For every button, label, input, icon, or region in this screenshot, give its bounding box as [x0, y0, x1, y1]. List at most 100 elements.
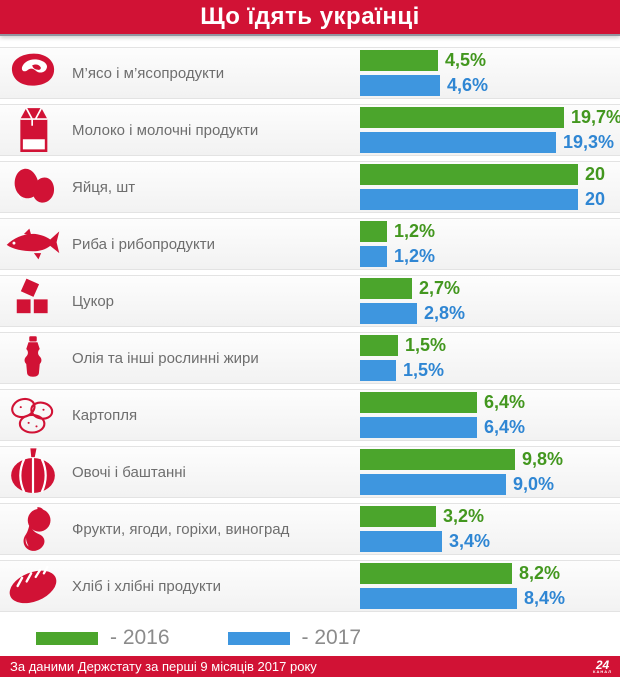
- bar-line: 4,6%: [360, 75, 620, 96]
- bar-line: 4,5%: [360, 50, 620, 71]
- bar-2016: [360, 563, 512, 584]
- bar-2017: [360, 75, 440, 96]
- meat-icon: [0, 46, 66, 100]
- legend-swatch-2016: [36, 631, 98, 645]
- value-2017: 20: [585, 189, 606, 209]
- bar-line: 9,0%: [360, 474, 620, 495]
- category-label: Хліб і хлібні продукти: [72, 577, 222, 595]
- bar-group: 1,2% 1,2%: [360, 221, 620, 267]
- food-row: Овочі і баштанні 9,8% 9,0%: [0, 446, 620, 498]
- bar-2017: [360, 360, 396, 381]
- legend-label-2016: - 2016: [110, 626, 170, 649]
- legend-swatch-2017: [227, 631, 290, 645]
- bar-2017: [360, 189, 578, 210]
- food-row: Хліб і хлібні продукти 8,2% 8,4%: [0, 560, 620, 612]
- bar-group: 2,7% 2,8%: [360, 278, 620, 324]
- bar-2016: [360, 392, 477, 413]
- value-2017: 6,4%: [484, 417, 526, 437]
- bar-2016: [360, 164, 578, 185]
- bar-2016: [360, 221, 387, 242]
- food-row: Картопля 6,4% 6,4%: [0, 389, 620, 441]
- legend-item-2016: - 2016: [36, 626, 170, 650]
- bar-line: 2,7%: [360, 278, 620, 299]
- value-2016: 3,2%: [443, 506, 485, 526]
- food-row: Яйця, шт 20 20: [0, 161, 620, 213]
- category-label: Картопля: [72, 406, 138, 424]
- food-row: Цукор 2,7% 2,8%: [0, 275, 620, 327]
- potato-icon: [0, 387, 66, 443]
- bar-group: 3,2% 3,4%: [360, 506, 620, 552]
- value-2017: 4,6%: [447, 75, 489, 95]
- channel-24-logo-number: 24: [595, 657, 610, 672]
- bar-group: 1,5% 1,5%: [360, 335, 620, 381]
- category-label: Яйця, шт: [72, 178, 136, 196]
- bar-2017: [360, 246, 387, 267]
- bar-line: 20: [360, 164, 620, 185]
- bar-line: 19,3%: [360, 132, 620, 153]
- category-label: Овочі і баштанні: [72, 463, 186, 481]
- milk-icon: [0, 102, 66, 158]
- category-label: М’ясо і м’ясопродукти: [72, 64, 225, 82]
- value-2017: 3,4%: [449, 531, 491, 551]
- legend-item-2017: - 2017: [227, 626, 362, 650]
- bar-2017: [360, 588, 517, 609]
- bar-group: 4,5% 4,6%: [360, 50, 620, 96]
- bar-line: 19,7%: [360, 107, 620, 128]
- bar-group: 20 20: [360, 164, 620, 210]
- bar-line: 3,2%: [360, 506, 620, 527]
- bar-2016: [360, 107, 564, 128]
- bar-line: 6,4%: [360, 417, 620, 438]
- value-2016: 2,7%: [419, 278, 461, 298]
- bar-2017: [360, 417, 477, 438]
- bar-group: 9,8% 9,0%: [360, 449, 620, 495]
- bar-line: 8,4%: [360, 588, 620, 609]
- channel-24-logo: 24 КАНАЛ: [593, 657, 612, 674]
- footer-bar: За даними Держстату за перші 9 місяців 2…: [0, 656, 620, 677]
- bar-group: 19,7% 19,3%: [360, 107, 620, 153]
- legend: - 2016 - 2017: [36, 626, 620, 650]
- fish-icon: [0, 215, 66, 273]
- header-bar: Що їдять українці: [0, 0, 620, 34]
- value-2017: 8,4%: [524, 588, 566, 608]
- bar-2016: [360, 335, 398, 356]
- bar-group: 8,2% 8,4%: [360, 563, 620, 609]
- eggs-icon: [0, 159, 66, 215]
- channel-24-logo-caption: КАНАЛ: [593, 668, 612, 674]
- source-text: За даними Держстату за перші 9 місяців 2…: [10, 659, 317, 674]
- bar-line: 2,8%: [360, 303, 620, 324]
- fruit-icon: [0, 500, 66, 558]
- value-2017: 9,0%: [513, 474, 555, 494]
- bar-2016: [360, 50, 438, 71]
- value-2016: 4,5%: [445, 50, 487, 70]
- value-2016: 19,7%: [571, 107, 620, 127]
- category-label: Олія та інші рослинні жири: [72, 349, 259, 367]
- value-2016: 9,8%: [522, 449, 564, 469]
- bar-line: 9,8%: [360, 449, 620, 470]
- bar-2016: [360, 278, 412, 299]
- bar-line: 20: [360, 189, 620, 210]
- value-2016: 8,2%: [519, 563, 561, 583]
- bar-line: 1,2%: [360, 221, 620, 242]
- value-2016: 1,5%: [405, 335, 447, 355]
- bread-icon: [0, 557, 66, 615]
- bar-line: 3,4%: [360, 531, 620, 552]
- legend-label-2017: - 2017: [301, 626, 362, 649]
- value-2017: 2,8%: [424, 303, 466, 323]
- category-label: Молоко і молочні продукти: [72, 121, 259, 139]
- bar-2017: [360, 132, 556, 153]
- food-row: Олія та інші рослинні жири 1,5% 1,5%: [0, 332, 620, 384]
- bar-2017: [360, 303, 417, 324]
- page-title: Що їдять українці: [200, 3, 420, 30]
- value-2017: 1,2%: [394, 246, 436, 266]
- pumpkin-icon: [0, 444, 66, 500]
- bar-line: 1,5%: [360, 360, 620, 381]
- sugar-icon: [0, 274, 66, 328]
- bar-line: 8,2%: [360, 563, 620, 584]
- rows: М’ясо і м’ясопродукти 4,5% 4,6% Молоко і мо…: [0, 47, 620, 612]
- value-2016: 20: [585, 164, 606, 184]
- bar-2016: [360, 506, 436, 527]
- food-row: М’ясо і м’ясопродукти 4,5% 4,6%: [0, 47, 620, 99]
- category-label: Фрукти, ягоди, горіхи, виноград: [72, 520, 290, 538]
- category-label: Риба і рибопродукти: [72, 235, 216, 253]
- bar-group: 6,4% 6,4%: [360, 392, 620, 438]
